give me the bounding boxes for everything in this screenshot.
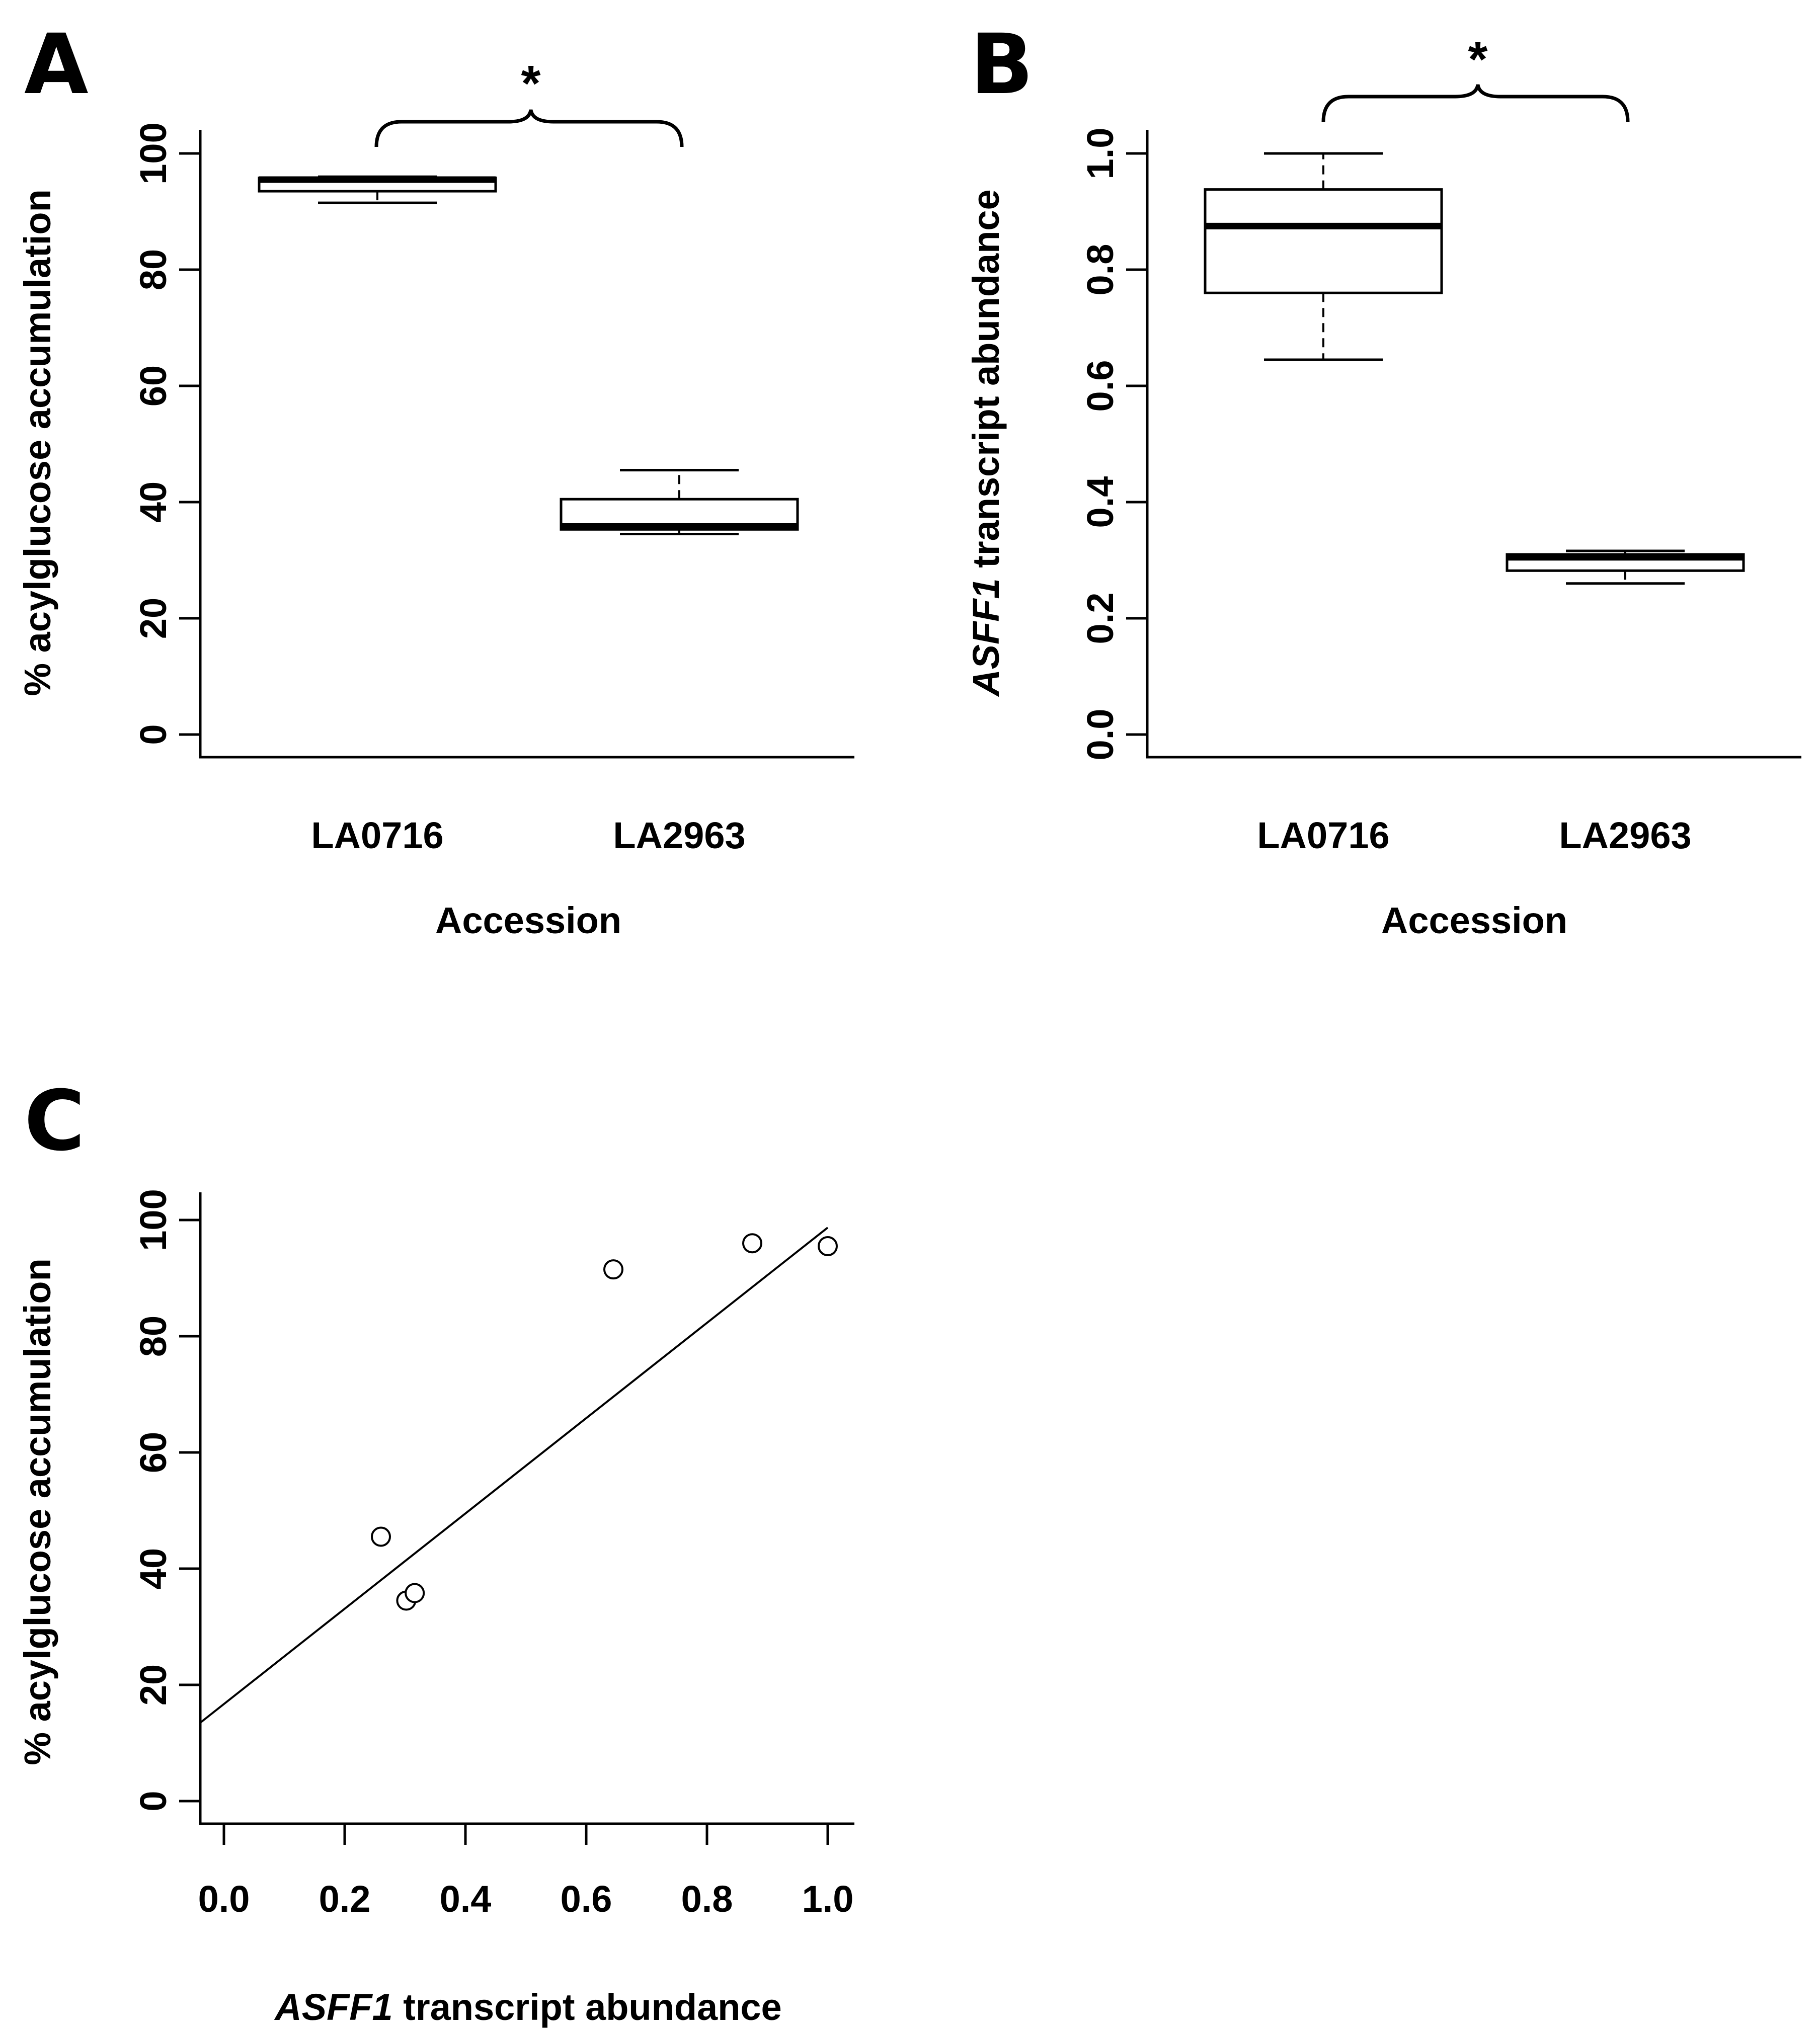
panel-b-significance-star: *: [1468, 31, 1488, 88]
panel-c-y-axis-label: % acylglucose accumulation: [17, 1258, 58, 1765]
panel-a-y-axis-label: % acylglucose accumulation: [17, 189, 58, 696]
panel-b-box-LA0716: [1204, 152, 1443, 361]
panel-letter-a: A: [24, 16, 89, 113]
panel-c-x-tick-label: 1.0: [802, 1878, 854, 1920]
panel-b-y-axis-label-gene: ASFF1: [965, 578, 1007, 697]
panel-c-data-point: [603, 1259, 623, 1280]
panel-c-x-tick-label: 0.0: [198, 1878, 250, 1920]
panel-c-y-tick-label: 0: [132, 1791, 174, 1811]
panel-c-x-axis-label-rest: transcript abundance: [393, 1986, 782, 2028]
panel-b-y-tick-label: 0.8: [1079, 244, 1121, 296]
panel-a-axes: [199, 130, 854, 759]
panel-c-data-point: [818, 1236, 838, 1256]
panel-c-scatter: 0 20 40 60 80 100 0.0 0.2 0.4 0.6 0.8 1.0 ASFF1 tr…: [17, 1189, 854, 2028]
panel-c-x-tick-label: 0.8: [681, 1878, 733, 1920]
panel-c-data-point: [371, 1526, 391, 1547]
panel-c-x-tick-label: 0.6: [561, 1878, 612, 1920]
panel-a-boxplot: 0 20 40 60 80 100 LA0716 LA2963 Accession % a…: [17, 55, 854, 941]
panel-b-y-tick-label: 0.0: [1079, 709, 1121, 761]
panel-c-y-tick-label: 80: [132, 1316, 174, 1357]
panel-a-category-label: LA2963: [613, 815, 745, 856]
panel-b-boxplot: 0.0 0.2 0.4 0.6 0.8 1.0 LA0716 LA2963 Accessi…: [965, 31, 1801, 941]
panel-b-y-tick-label: 0.2: [1079, 593, 1121, 644]
panel-b-category-label: LA0716: [1257, 815, 1389, 856]
panel-c-axes: [199, 1192, 854, 1825]
panel-letter-c: C: [24, 1073, 85, 1169]
panel-b-y-tick-label: 0.6: [1079, 360, 1121, 412]
panel-c-x-axis-label-gene: ASFF1: [274, 1986, 392, 2028]
panel-a-y-tick-label: 40: [132, 481, 174, 523]
panel-c-x-tick-label: 0.2: [319, 1878, 371, 1920]
panel-a-y-tick-label: 80: [132, 249, 174, 290]
panel-b-x-axis-label: Accession: [1381, 900, 1567, 941]
panel-c-y-tick-label: 60: [132, 1432, 174, 1473]
panel-b-axes: [1146, 130, 1801, 759]
panel-b-y-tick-label: 1.0: [1079, 128, 1121, 180]
panel-b-category-label: LA2963: [1559, 815, 1691, 856]
panel-b-significance-bracket: [1321, 84, 1630, 122]
panel-b-iqr-box: [1204, 188, 1443, 294]
panel-c-data-point: [405, 1583, 425, 1603]
panel-b-y-axis-label: ASFF1 transcript abundance: [965, 189, 1007, 697]
panel-a-significance-bracket: [374, 109, 684, 147]
panel-c-y-tick-label: 20: [132, 1664, 174, 1705]
panel-letter-b: B: [970, 16, 1034, 113]
panel-b-box-LA2963: [1506, 549, 1745, 585]
panel-b-y-axis-label-rest: transcript abundance: [965, 189, 1007, 578]
panel-a-y-tick-label: 0: [132, 724, 174, 745]
panel-a-y-tick-label: 60: [132, 365, 174, 407]
panel-a-y-tick-label: 20: [132, 598, 174, 639]
panel-c-data-point: [742, 1233, 762, 1254]
panel-a-box-LA2963: [560, 468, 799, 536]
panel-c-x-tick-label: 0.4: [440, 1878, 492, 1920]
panel-b-y-tick-label: 0.4: [1079, 476, 1121, 528]
panel-c-x-axis-label: ASFF1 transcript abundance: [274, 1986, 781, 2028]
panel-a-category-label: LA0716: [311, 815, 443, 856]
panel-c-y-tick-label: 40: [132, 1548, 174, 1589]
panel-c-y-tick-label: 100: [132, 1189, 174, 1251]
panel-a-x-axis-label: Accession: [435, 900, 621, 941]
panel-a-significance-star: *: [521, 55, 541, 112]
panel-a-box-LA0716: [258, 175, 497, 204]
panel-c-regression-line: [201, 1227, 829, 1724]
panel-a-y-tick-label: 100: [132, 122, 174, 184]
